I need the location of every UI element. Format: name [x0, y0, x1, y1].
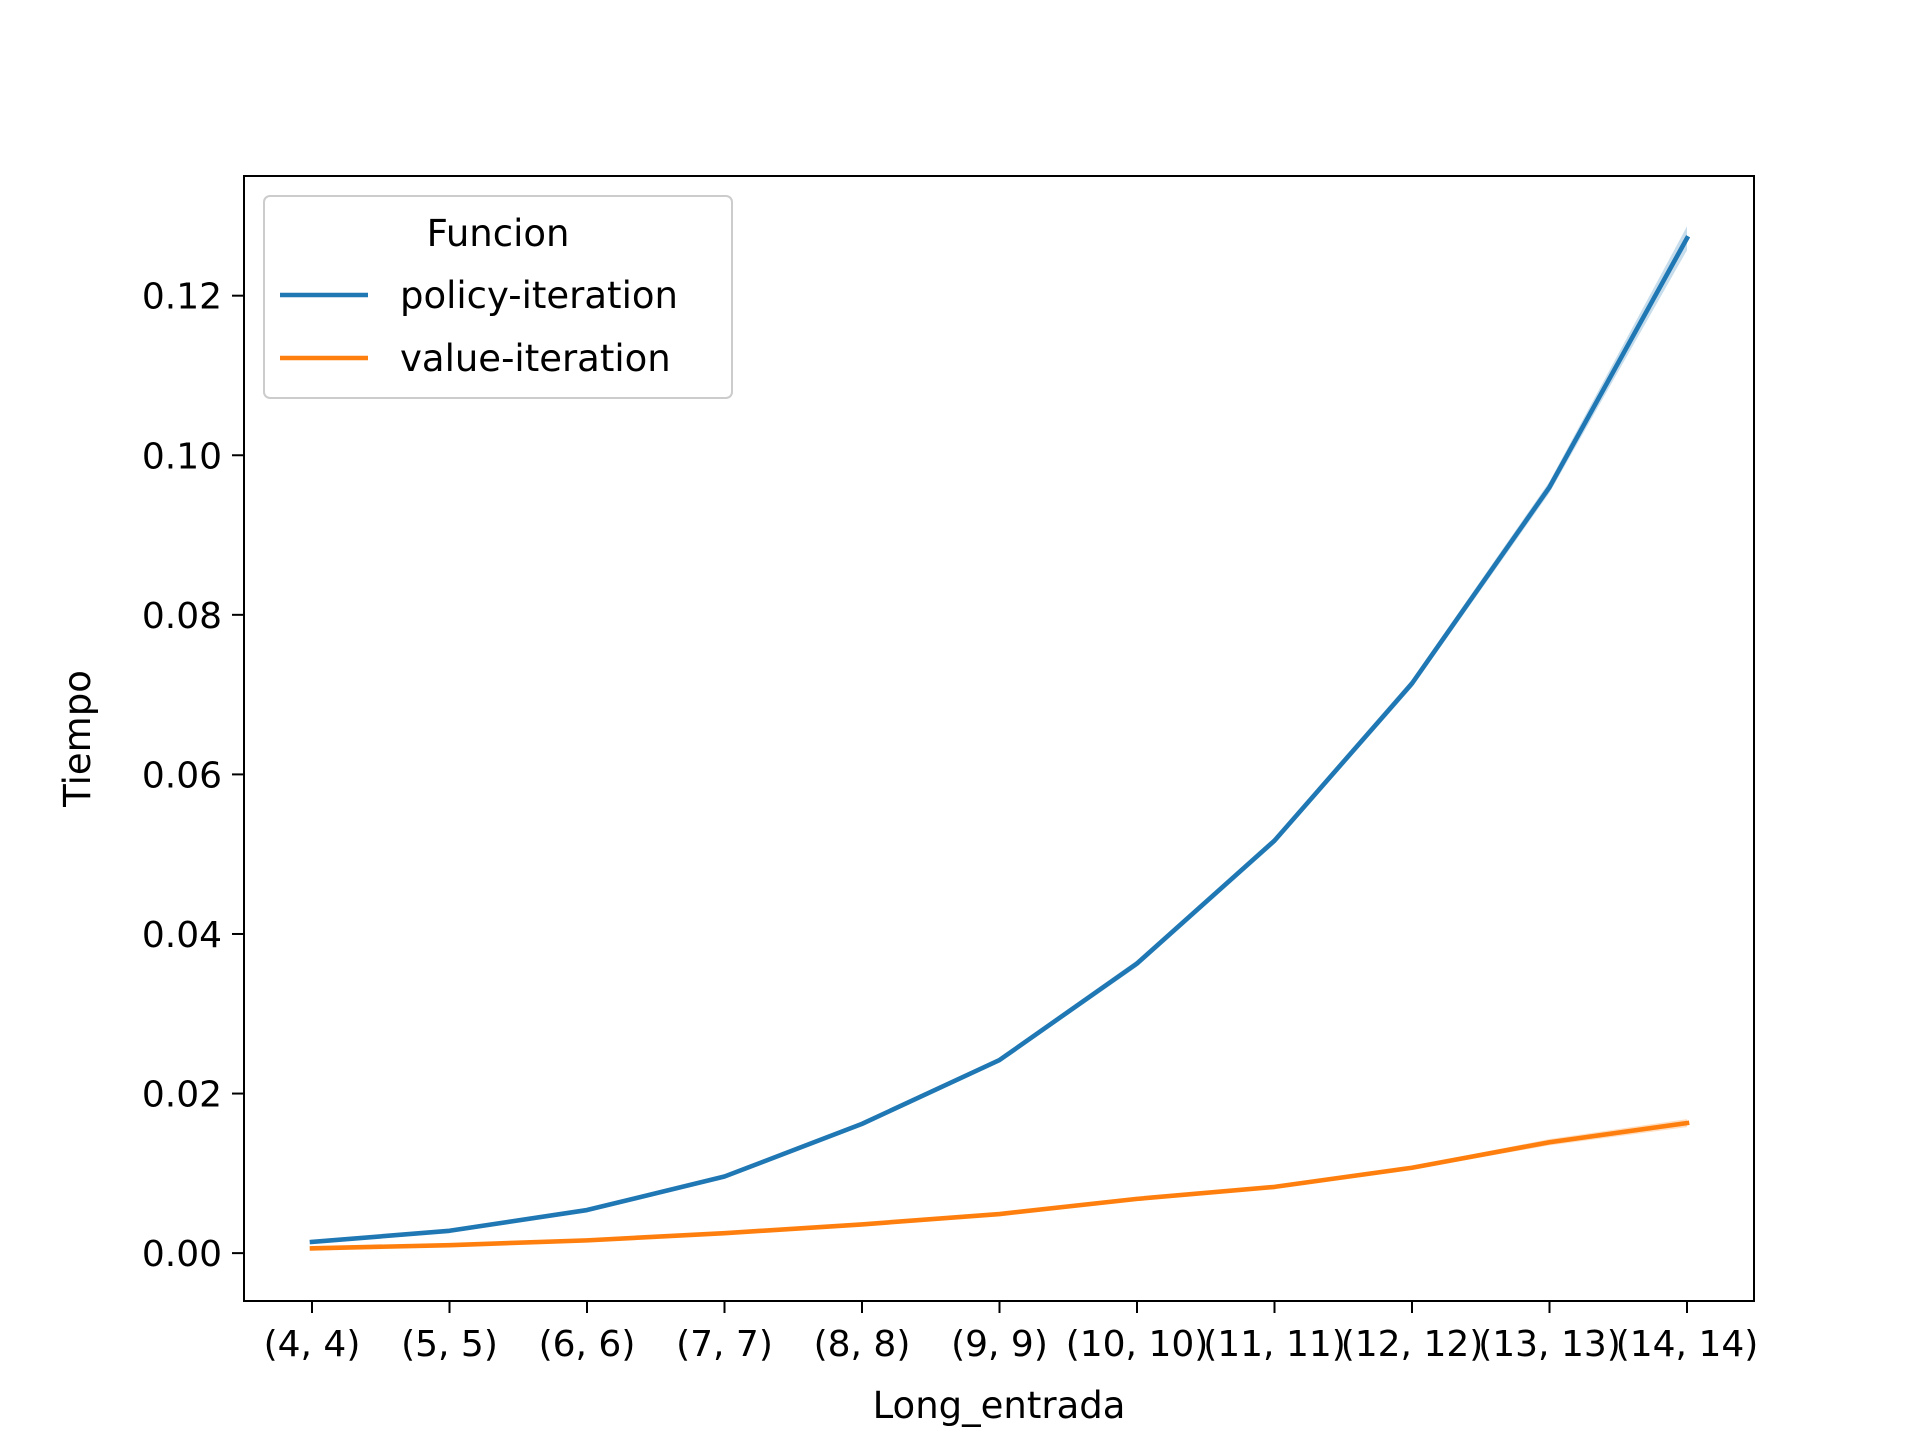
- y-tick-label: 0.04: [142, 915, 222, 956]
- x-tick-label: (10, 10): [1066, 1324, 1209, 1365]
- x-tick-label: (6, 6): [539, 1324, 636, 1365]
- x-tick-label: (4, 4): [264, 1324, 361, 1365]
- y-tick-label: 0.00: [142, 1234, 222, 1275]
- series-line-policy-iteration: [309, 235, 1691, 1245]
- y-tick-label: 0.08: [142, 596, 222, 637]
- x-tick-label: (5, 5): [401, 1324, 498, 1365]
- x-tick-label: (9, 9): [951, 1324, 1048, 1365]
- x-tick-label: (13, 13): [1478, 1324, 1621, 1365]
- legend: Funcion policy-iteration value-iteration: [263, 195, 733, 399]
- x-axis-label: Long_entrada: [873, 1384, 1126, 1427]
- y-tick-label: 0.06: [142, 755, 222, 796]
- x-tick-label: (12, 12): [1341, 1324, 1484, 1365]
- x-tick-label: (11, 11): [1203, 1324, 1346, 1365]
- y-axis-label: Tiempo: [56, 670, 99, 808]
- y-tick-label: 0.10: [142, 436, 222, 477]
- axes-layer: 0.00 0.02 0.04 0.06 0.08 0.10 0.12 (4, 4) (5, 5)…: [142, 175, 1759, 1365]
- series-line-value-iteration: [309, 1120, 1690, 1251]
- y-tick-label: 0.02: [142, 1075, 222, 1116]
- x-tick-label: (7, 7): [676, 1324, 773, 1365]
- legend-box: [263, 195, 733, 399]
- y-tick-label: 0.12: [142, 277, 222, 318]
- legend-label-policy-iteration: policy-iteration: [400, 274, 678, 317]
- legend-label-value-iteration: value-iteration: [400, 337, 671, 380]
- legend-title: Funcion: [427, 212, 570, 255]
- x-tick-label: (8, 8): [814, 1324, 911, 1365]
- series-layer: [309, 226, 1691, 1251]
- x-tick-label: (14, 14): [1616, 1324, 1759, 1365]
